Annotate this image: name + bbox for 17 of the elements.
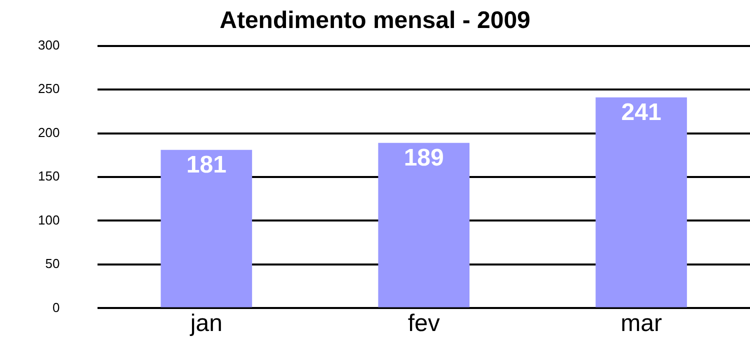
- y-tick-label: 300: [38, 37, 60, 52]
- data-label: 189: [404, 144, 444, 172]
- x-tick-label: fev: [408, 310, 440, 338]
- bar: [378, 142, 470, 308]
- data-label: 181: [186, 152, 226, 179]
- bar: [596, 97, 687, 308]
- bar: [160, 150, 252, 308]
- x-tick-label: jan: [189, 310, 222, 338]
- chart-title: Atendimento mensal - 2009: [220, 7, 530, 34]
- x-tick-label: mar: [620, 310, 662, 338]
- y-tick-label: 250: [38, 81, 60, 96]
- data-label: 241: [621, 99, 662, 126]
- y-tick-label: 150: [38, 168, 60, 184]
- y-tick-label: 50: [45, 256, 60, 272]
- y-tick-label: 0: [52, 300, 60, 315]
- y-tick-label: 100: [38, 212, 60, 228]
- y-tick-label: 200: [38, 124, 60, 140]
